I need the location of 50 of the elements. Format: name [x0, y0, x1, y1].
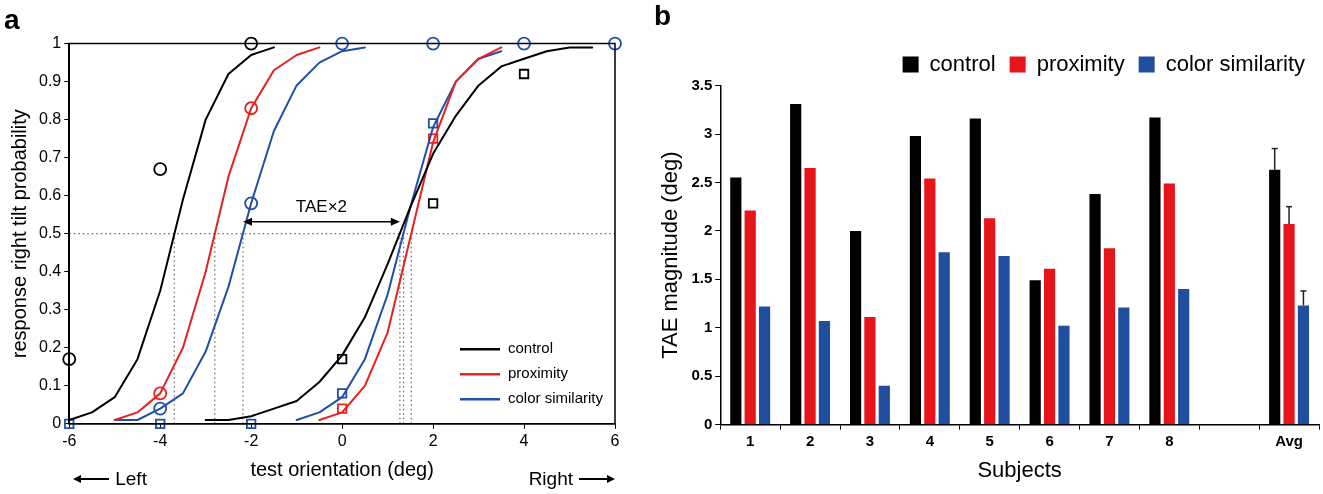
y-tick-label: 0.6 [38, 186, 62, 204]
x-tick-label: 6 [610, 431, 620, 449]
y-tick-label: 0.5 [691, 366, 713, 384]
x-tick-label: 7 [1105, 431, 1114, 449]
y-tick-label: 0.9 [38, 72, 62, 90]
x-tick-label: 8 [1165, 431, 1174, 449]
x-tick-label: -4 [153, 431, 168, 449]
y-tick-label: 0.3 [38, 300, 62, 318]
y-tick-label: 2.5 [691, 172, 713, 190]
y-tick-label: 2 [703, 221, 713, 239]
y-tick-label: 0 [703, 414, 713, 432]
y-tick-label: 1 [52, 34, 62, 52]
x-tick-label: -6 [62, 431, 77, 449]
x-tick-label: -2 [244, 431, 259, 449]
legend-label: control [929, 50, 996, 76]
chart-title: a [4, 3, 20, 35]
x-axis-title: test orientation (deg) [250, 457, 434, 480]
x-tick-label: 5 [985, 431, 994, 449]
y-tick-label: 0.2 [38, 338, 62, 356]
x-tick-label: 4 [519, 431, 529, 449]
legend-label: proximity [507, 364, 569, 382]
legend-label: proximity [1036, 50, 1125, 76]
y-axis-title: response right tilt probability [7, 109, 30, 359]
x-tick-label: 1 [746, 431, 755, 449]
y-tick-label: 3 [703, 124, 713, 142]
y-tick-label: 0.7 [38, 148, 62, 166]
y-tick-label: 3.5 [691, 75, 713, 93]
x-tick-label: 3 [865, 431, 875, 449]
y-tick-label: 0.5 [38, 224, 62, 242]
x-axis-title: Subjects [977, 456, 1062, 482]
y-tick-label: 1.5 [691, 269, 713, 287]
annotation: TAE×2 [295, 196, 348, 216]
text: Left [115, 468, 147, 490]
x-tick-label: 2 [805, 431, 815, 449]
legend-label: color similarity [507, 389, 604, 407]
x-tick-label: 4 [925, 431, 935, 449]
x-tick-label: 6 [1045, 431, 1054, 449]
y-tick-label: 0.8 [38, 110, 62, 128]
legend-label: color similarity [1165, 50, 1306, 76]
x-tick-label: 0 [337, 431, 347, 449]
y-tick-label: 0.1 [38, 376, 62, 394]
legend-label: control [507, 339, 554, 357]
chart-title: b [654, 0, 672, 31]
y-axis-title: TAE magnitude (deg) [657, 151, 683, 359]
y-tick-label: 0.4 [38, 262, 62, 280]
y-tick-label: 0 [52, 414, 62, 432]
x-tick-label: 2 [428, 431, 438, 449]
y-tick-label: 1 [703, 317, 713, 335]
text: Right [528, 468, 573, 490]
x-tick-label: Avg [1275, 431, 1303, 449]
